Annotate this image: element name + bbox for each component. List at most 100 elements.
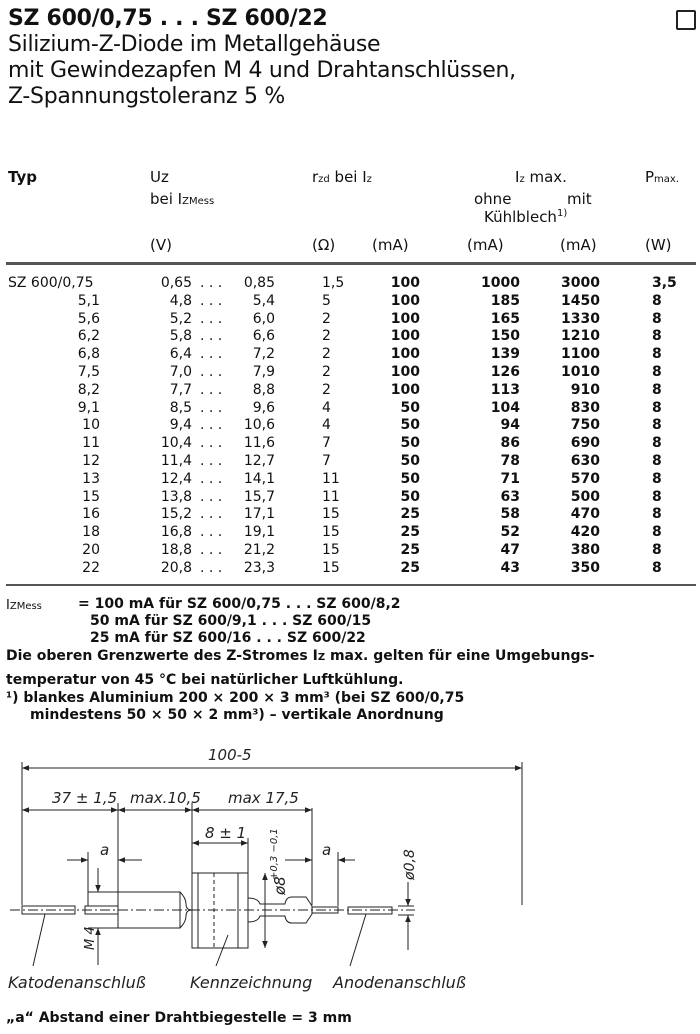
range-separator: . . . bbox=[200, 453, 223, 469]
dim-label-a: a bbox=[322, 841, 331, 859]
thread-stud bbox=[117, 891, 181, 929]
text: Kühlblech bbox=[484, 208, 557, 226]
leader-line bbox=[32, 913, 46, 967]
type: 13 bbox=[82, 470, 100, 487]
uz-min: 7,0 bbox=[169, 364, 192, 380]
rzd: 11 bbox=[322, 470, 340, 487]
type: 22 bbox=[82, 559, 100, 576]
table-row: 6,2 5,8 . . . 6,6 2 100 150 1210 8 bbox=[0, 328, 700, 346]
uz-min: 13,8 bbox=[160, 488, 192, 505]
iz-max-mit: 3000 bbox=[561, 275, 600, 291]
range-separator: . . . bbox=[200, 381, 223, 398]
type: 18 bbox=[82, 524, 100, 541]
table-row: 9,1 8,5 . . . 9,6 4 50 104 830 8 bbox=[0, 400, 700, 418]
dim-label-hex: 8 ± 1 bbox=[205, 824, 246, 842]
range-separator: . . . bbox=[200, 275, 223, 291]
type: 7,5 bbox=[77, 364, 100, 380]
rzd: 2 bbox=[322, 364, 331, 380]
uz-min: 9,4 bbox=[169, 417, 192, 434]
subscript: z bbox=[519, 174, 525, 185]
label-anode: Anodenanschluß bbox=[332, 973, 466, 992]
uz-min: 11,4 bbox=[160, 453, 192, 469]
header-iz-max: Iz max. bbox=[515, 168, 567, 186]
text: max. bbox=[524, 168, 567, 186]
table-row: 18 16,8 . . . 19,1 15 25 52 420 8 bbox=[0, 524, 700, 542]
text: I bbox=[6, 598, 10, 613]
iz-max-mit: 750 bbox=[570, 417, 600, 434]
range-separator: . . . bbox=[200, 292, 223, 309]
uz-min: 4,8 bbox=[169, 292, 192, 309]
uz-min: 12,4 bbox=[160, 470, 192, 487]
subscript: Z bbox=[317, 652, 326, 663]
iz: 50 bbox=[400, 435, 420, 452]
iz: 25 bbox=[400, 542, 420, 558]
iz-max-mit: 1330 bbox=[561, 310, 600, 327]
iz-max-mit: 910 bbox=[570, 381, 600, 398]
type: 10 bbox=[82, 417, 100, 434]
rzd: 15 bbox=[322, 542, 340, 558]
table-row: 5,1 4,8 . . . 5,4 5 100 185 1450 8 bbox=[0, 293, 700, 311]
iz: 50 bbox=[400, 453, 420, 469]
dim-label-thread: max.10,5 bbox=[130, 789, 201, 807]
table-row: 20 18,8 . . . 21,2 15 25 47 380 8 bbox=[0, 542, 700, 560]
footnote: ¹) blankes Aluminium 200 × 200 × 3 mm³ (… bbox=[6, 690, 465, 706]
iz-max-ohne: 1000 bbox=[481, 275, 520, 291]
rzd: 2 bbox=[322, 310, 331, 327]
iz: 25 bbox=[400, 559, 420, 576]
anode-wire bbox=[347, 906, 393, 915]
unit: (V) bbox=[150, 236, 172, 254]
uz-max: 10,6 bbox=[243, 417, 275, 434]
unit: (W) bbox=[645, 236, 672, 254]
iz-max-ohne: 113 bbox=[490, 381, 520, 398]
text: bei I bbox=[329, 168, 367, 186]
type: 5,1 bbox=[77, 292, 100, 309]
table-row: 12 11,4 . . . 12,7 7 50 78 630 8 bbox=[0, 453, 700, 471]
pmax: 8 bbox=[652, 399, 662, 416]
range-separator: . . . bbox=[200, 328, 223, 345]
uz-min: 6,4 bbox=[169, 346, 192, 363]
diode-body bbox=[191, 872, 249, 949]
header-uz-sub: bei IZMess bbox=[150, 190, 214, 208]
range-separator: . . . bbox=[200, 399, 223, 416]
izmess-label: IZMess bbox=[6, 598, 42, 613]
subscript: ZMess bbox=[182, 196, 215, 207]
footnote: mindestens 50 × 50 × 2 mm³) – vertikale … bbox=[30, 707, 444, 723]
pmax: 8 bbox=[652, 506, 662, 523]
header-uz: Uz bbox=[150, 168, 169, 186]
uz-min: 16,8 bbox=[160, 524, 192, 541]
header-kuehlblech: Kühlblech1) bbox=[484, 208, 567, 226]
type: 20 bbox=[82, 542, 100, 558]
iz-max-mit: 350 bbox=[570, 559, 600, 576]
text: max. gelten für eine Umgebungs- bbox=[325, 648, 595, 664]
subscript: max. bbox=[654, 174, 680, 185]
note-line: 50 mA für SZ 600/9,1 . . . SZ 600/15 bbox=[90, 613, 372, 629]
type: 12 bbox=[82, 453, 100, 469]
uz-max: 15,7 bbox=[243, 488, 275, 505]
table-row: 8,2 7,7 . . . 8,8 2 100 113 910 8 bbox=[0, 382, 700, 400]
rzd: 2 bbox=[322, 381, 331, 398]
note-line: temperatur von 45 °C bei natürlicher Luf… bbox=[6, 672, 404, 688]
iz-max-ohne: 139 bbox=[490, 346, 520, 363]
pmax: 8 bbox=[652, 559, 662, 576]
dim-label-wire: ø0,8 bbox=[402, 849, 418, 881]
uz-max: 7,2 bbox=[252, 346, 275, 363]
rzd: 11 bbox=[322, 488, 340, 505]
pmax: 8 bbox=[652, 364, 662, 380]
pmax: 8 bbox=[652, 292, 662, 309]
iz: 50 bbox=[400, 488, 420, 505]
dim-label-diameter: ø8 bbox=[271, 876, 289, 896]
unit: (mA) bbox=[372, 236, 409, 254]
iz-max-ohne: 126 bbox=[490, 364, 520, 380]
uz-max: 7,9 bbox=[252, 364, 275, 380]
iz-max-mit: 1450 bbox=[561, 292, 600, 309]
table-row: 13 12,4 . . . 14,1 11 50 71 570 8 bbox=[0, 471, 700, 489]
note-line: Die oberen Grenzwerte des Z-Stromes IZ m… bbox=[6, 648, 595, 664]
header-ohne: ohne bbox=[474, 190, 512, 208]
uz-max: 9,6 bbox=[252, 399, 275, 416]
iz-max-mit: 470 bbox=[570, 506, 600, 523]
type: 15 bbox=[82, 488, 100, 505]
iz-max-mit: 830 bbox=[570, 399, 600, 416]
iz: 100 bbox=[390, 275, 420, 291]
leader-line bbox=[215, 934, 229, 967]
iz-max-ohne: 165 bbox=[490, 310, 520, 327]
